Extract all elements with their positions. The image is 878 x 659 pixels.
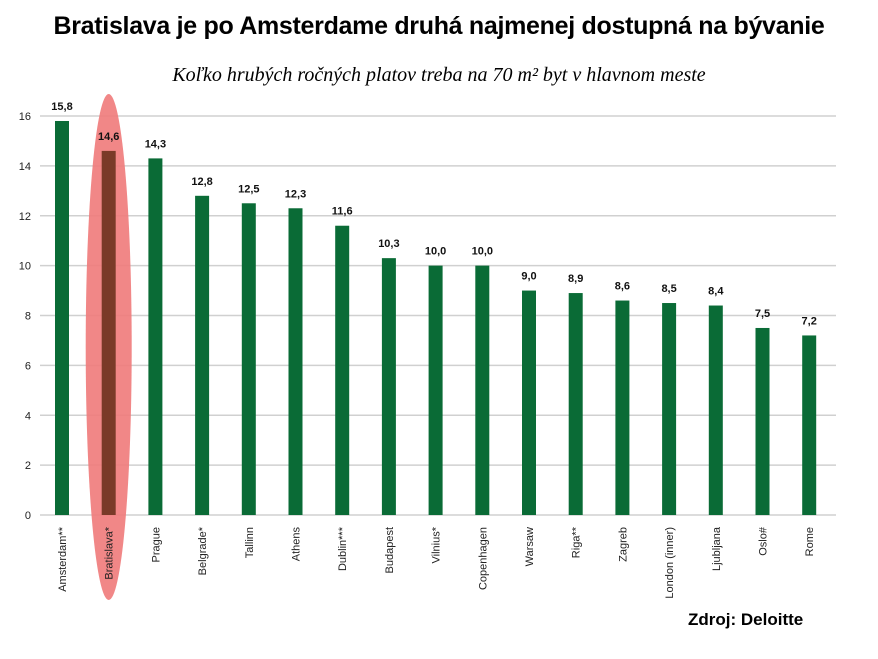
data-label: 9,0 <box>521 271 536 283</box>
source-note: Zdroj: Deloitte <box>688 610 804 629</box>
bar <box>288 208 303 516</box>
x-tick-label: London (inner) <box>664 527 676 599</box>
data-label: 8,9 <box>568 273 583 285</box>
bar <box>195 195 210 516</box>
data-label: 10,0 <box>425 246 446 258</box>
bar <box>475 265 490 515</box>
data-label: 15,8 <box>51 101 72 113</box>
bar <box>755 327 770 515</box>
x-axis-labels: Amsterdam** Bratislava* Prague Belgrade* Tal… <box>57 526 816 598</box>
x-tick-label: Budapest <box>384 527 396 573</box>
data-label: 8,4 <box>708 286 724 298</box>
x-tick-label: Bratislava* <box>104 526 116 579</box>
y-axis-ticks: 0 2 4 6 8 10 12 14 16 <box>19 111 31 522</box>
bar <box>615 300 630 515</box>
chart-subtitle: Koľko hrubých ročných platov treba na 70… <box>172 64 706 86</box>
bar <box>241 203 256 515</box>
bar <box>708 305 723 515</box>
data-label: 12,3 <box>285 188 306 200</box>
bar <box>335 225 350 515</box>
bar <box>148 158 163 516</box>
y-tick-label: 2 <box>25 460 31 472</box>
y-tick-label: 8 <box>25 311 31 323</box>
data-label: 8,5 <box>661 283 676 295</box>
y-tick-label: 4 <box>25 410 31 422</box>
x-tick-label: Copenhagen <box>477 527 489 590</box>
bar <box>662 303 677 515</box>
y-tick-label: 16 <box>19 111 31 123</box>
bars <box>55 120 817 516</box>
bar <box>428 265 443 515</box>
chart-title: Bratislava je po Amsterdame druhá najmen… <box>53 12 825 40</box>
bar <box>381 258 396 515</box>
x-tick-label: Riga** <box>571 526 583 558</box>
x-tick-label: Belgrade* <box>197 526 209 575</box>
x-tick-label: Tallinn <box>244 527 256 558</box>
y-tick-label: 12 <box>19 211 31 223</box>
data-label: 10,0 <box>472 246 493 258</box>
data-label: 12,8 <box>191 176 212 188</box>
data-label: 11,6 <box>332 206 353 218</box>
data-label: 14,3 <box>145 138 166 150</box>
bar <box>55 120 69 516</box>
x-tick-label: Vilnius* <box>431 526 443 563</box>
x-tick-label: Oslo# <box>758 526 770 556</box>
x-tick-label: Ljubljana <box>711 526 723 571</box>
x-tick-label: Zagreb <box>617 527 629 562</box>
data-label: 7,5 <box>755 308 770 320</box>
bar <box>802 335 817 515</box>
y-tick-label: 6 <box>25 360 31 372</box>
x-tick-label: Athens <box>291 527 303 562</box>
data-label: 7,2 <box>802 315 817 327</box>
y-tick-label: 14 <box>19 161 31 173</box>
data-labels: 15,8 14,6 14,3 12,8 12,5 12,3 11,6 10,3 10,0 10,0… <box>51 101 817 327</box>
x-tick-label: Dublin*** <box>337 526 349 571</box>
data-label: 8,6 <box>615 281 630 293</box>
bar <box>101 150 116 515</box>
x-tick-label: Warsaw <box>524 527 536 566</box>
bar <box>568 293 583 515</box>
bar <box>522 290 536 515</box>
y-tick-label: 10 <box>19 261 31 273</box>
data-label: 10,3 <box>378 238 399 250</box>
data-label: 12,5 <box>238 183 259 195</box>
data-label: 14,6 <box>98 131 119 143</box>
x-tick-label: Prague <box>150 527 162 562</box>
x-tick-label: Amsterdam** <box>57 526 69 592</box>
y-tick-label: 0 <box>25 510 31 522</box>
x-tick-label: Rome <box>804 527 816 556</box>
